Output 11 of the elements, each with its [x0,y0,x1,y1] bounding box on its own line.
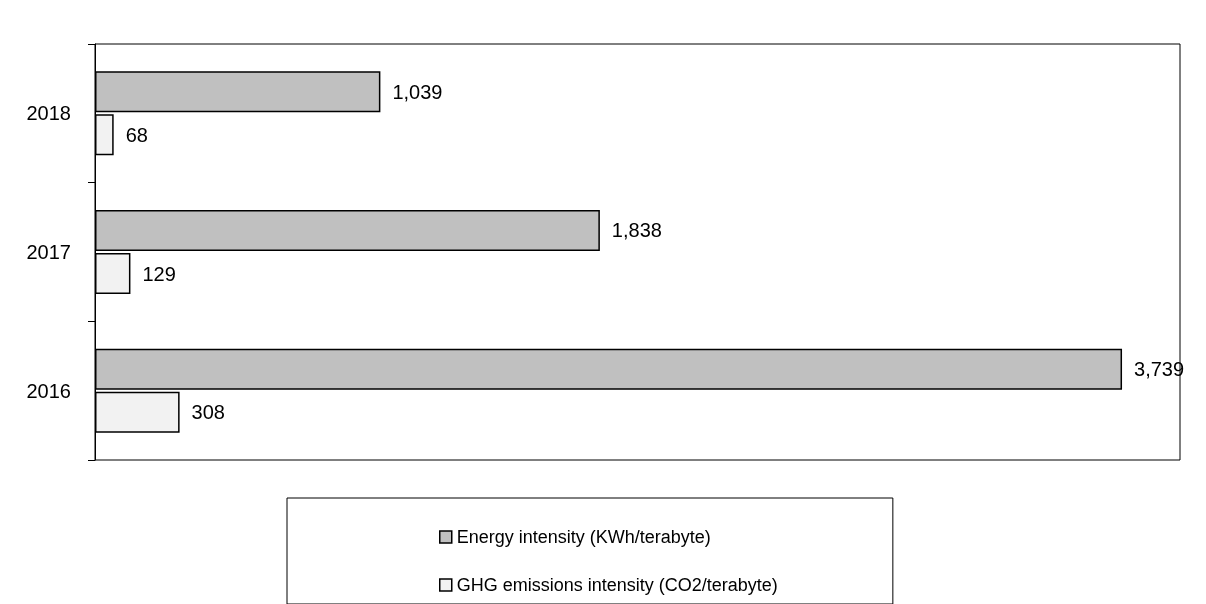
data-label: 1,838 [611,219,662,242]
legend-label: Energy intensity (KWh/terabyte) [456,527,711,547]
legend-label: GHG emissions intensity (CO2/terabyte) [456,575,778,595]
data-label: 3,739 [1134,358,1185,381]
y-tick-label: 2018 [26,102,71,125]
data-label: 308 [191,401,225,424]
y-tick-label: 2017 [26,241,71,263]
data-label: 1,039 [392,80,443,103]
y-tick-label: 2016 [26,379,71,402]
data-label: 129 [142,262,176,285]
data-label: 68 [125,123,148,146]
